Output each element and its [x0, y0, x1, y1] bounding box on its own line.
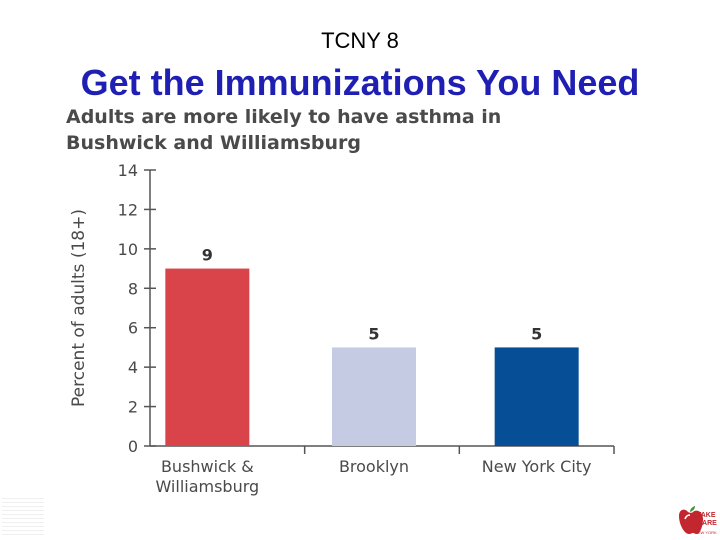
logo-subtext: NEW YORK [695, 530, 717, 535]
y-tick-label: 0 [128, 437, 138, 456]
y-tick-label: 2 [128, 398, 138, 417]
bar [165, 268, 250, 446]
bar-value-label: 9 [202, 246, 213, 265]
logo-text: TAKE CARE [697, 512, 717, 527]
y-axis-label: Percent of adults (18+) [69, 209, 89, 407]
y-tick-label: 14 [118, 161, 138, 180]
y-tick-label: 10 [118, 240, 138, 259]
x-tick-label: Bushwick & [161, 457, 254, 476]
y-tick-label: 12 [118, 200, 138, 219]
slide-header: TCNY 8 [321, 28, 399, 53]
y-tick-label: 4 [128, 358, 138, 377]
x-tick-label: New York City [482, 457, 592, 476]
x-tick-label: Williamsburg [155, 477, 259, 496]
slide-title: Get the Immunizations You Need [80, 62, 640, 103]
bar [332, 347, 416, 446]
x-tick-label: Brooklyn [339, 457, 409, 476]
bar [494, 347, 579, 446]
y-tick-label: 8 [128, 279, 138, 298]
y-tick-label: 6 [128, 319, 138, 338]
chart-title: Adults are more likely to have asthma in… [66, 106, 502, 154]
apple-logo-icon [679, 506, 703, 534]
bar-value-label: 5 [368, 324, 379, 343]
thumbnail-preview [2, 495, 44, 537]
bar-value-label: 5 [531, 324, 542, 343]
